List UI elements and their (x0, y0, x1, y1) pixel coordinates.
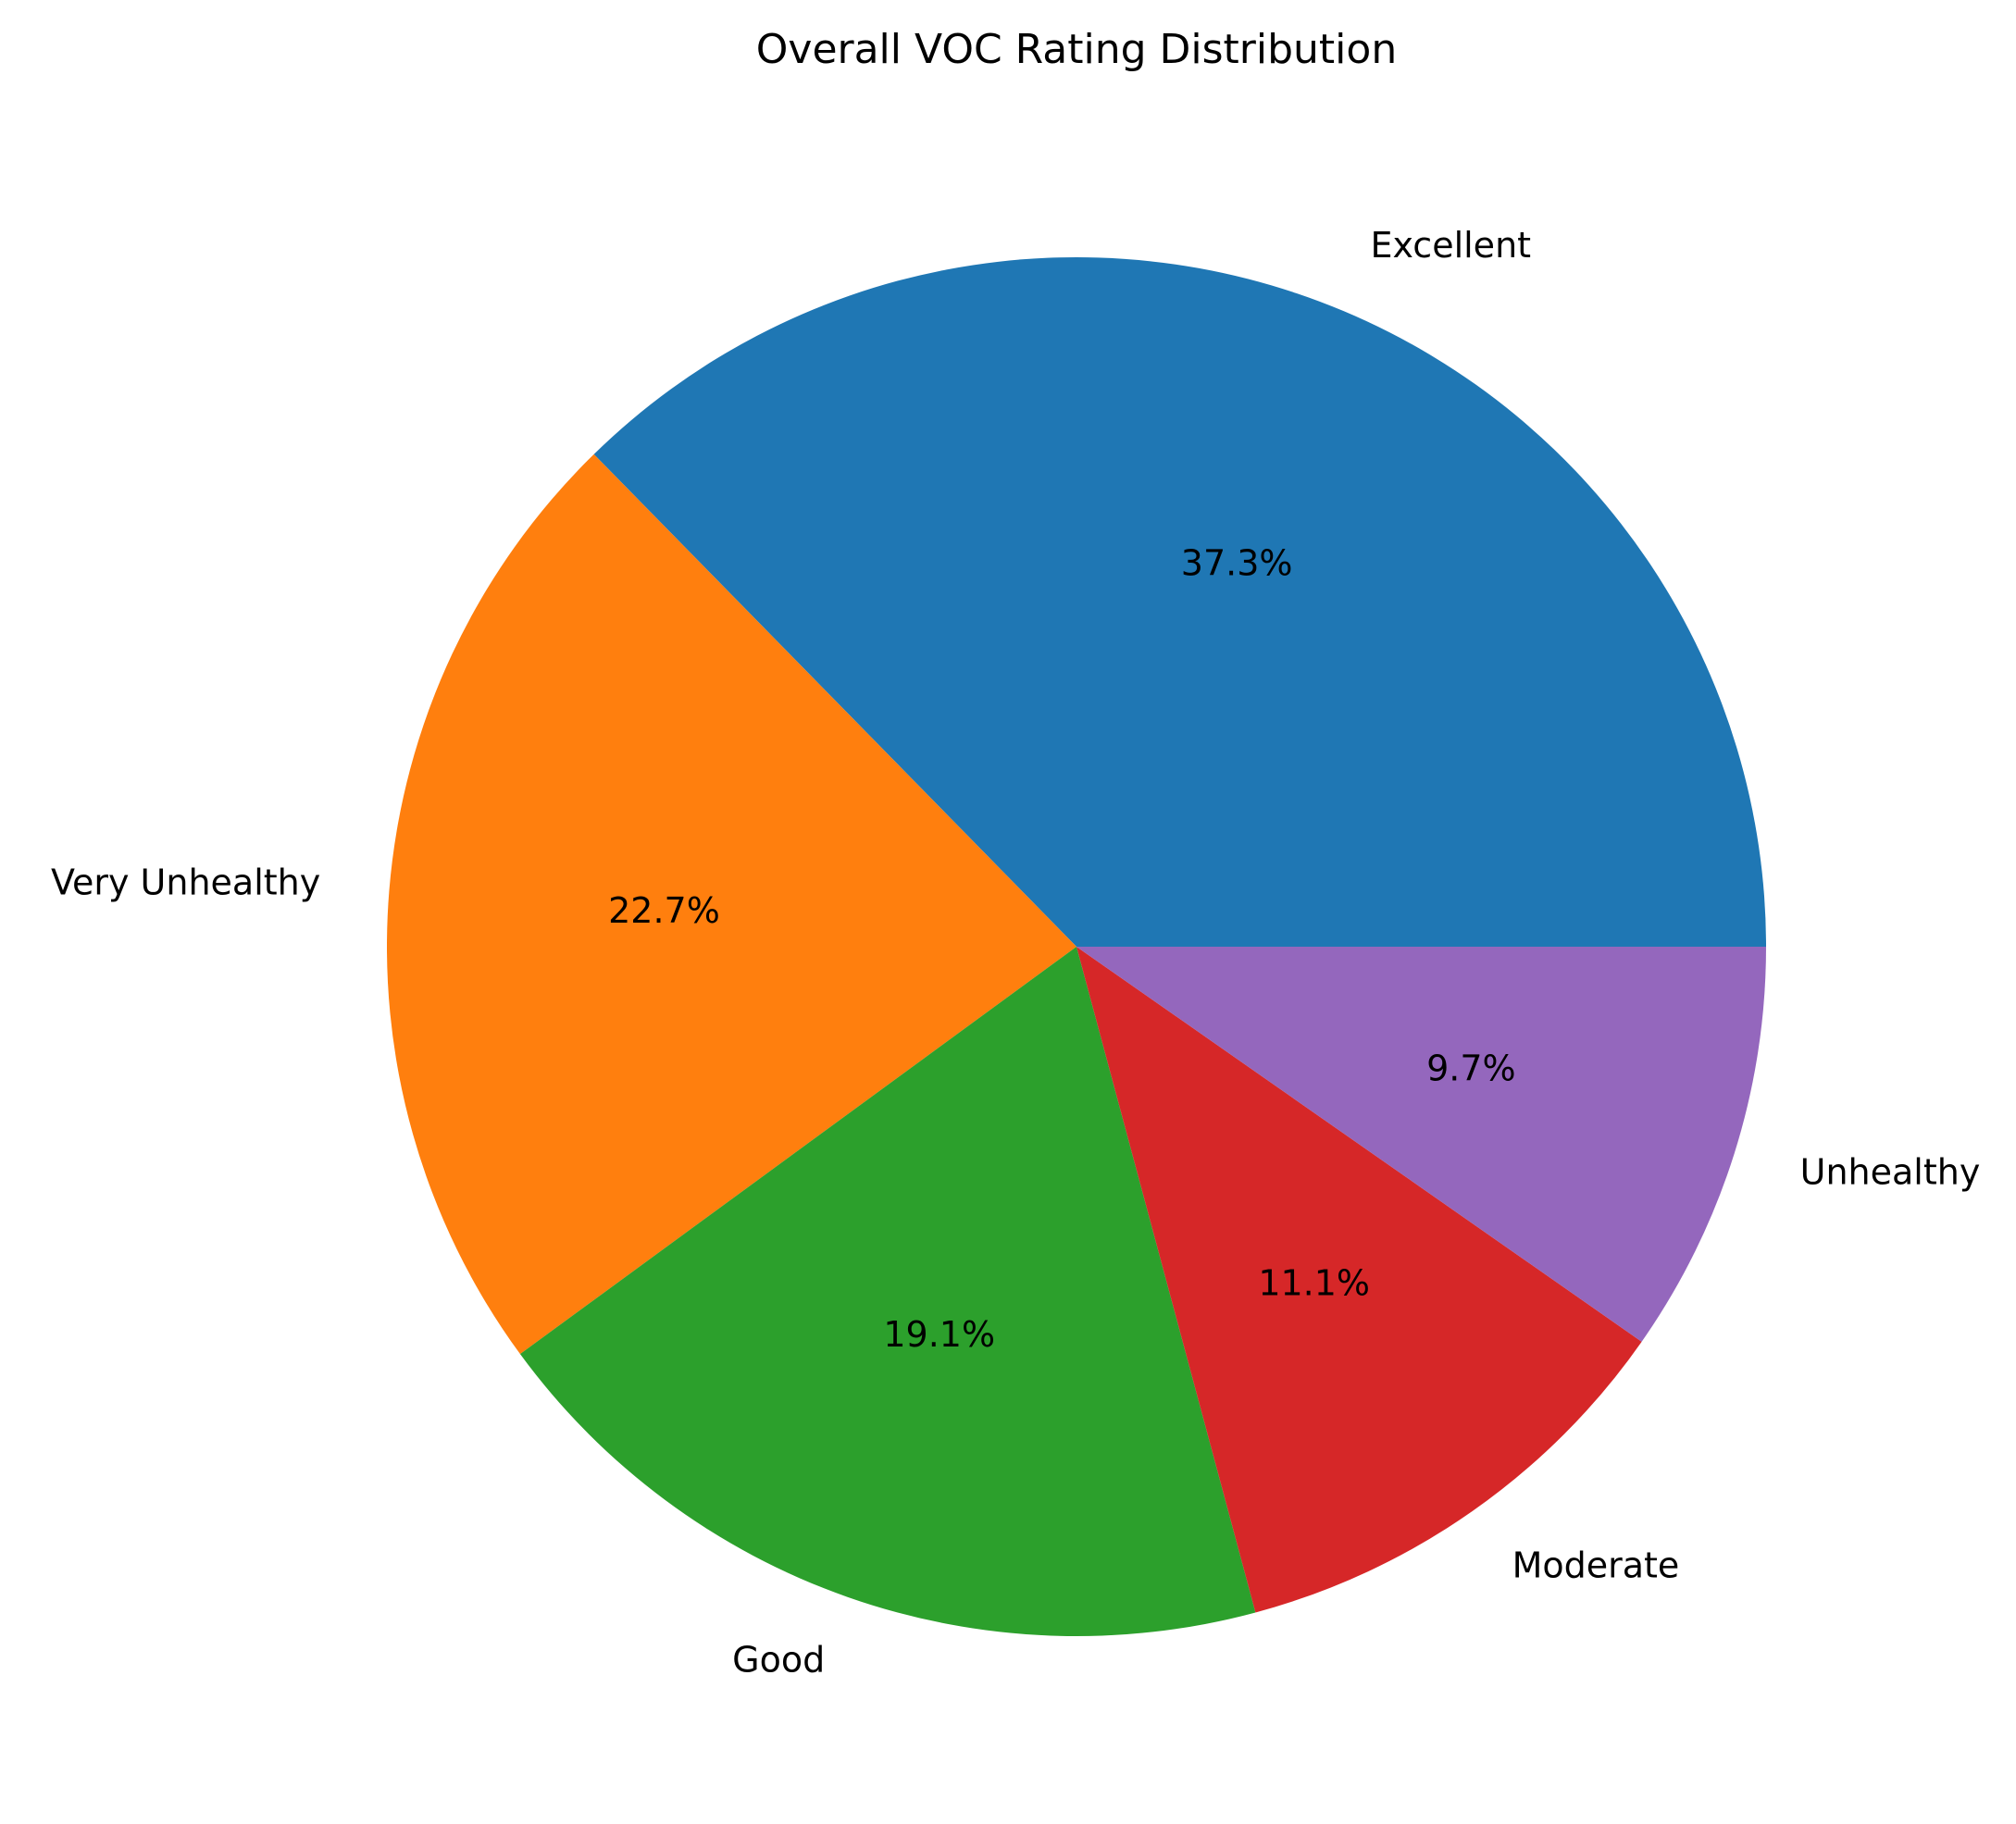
slice-pct-unhealthy: 9.7% (1426, 1048, 1516, 1089)
slice-pct-very-unhealthy: 22.7% (608, 890, 720, 931)
slice-label-good: Good (732, 1640, 825, 1681)
pie-slice-excellent (593, 257, 1766, 947)
pie-slice-unhealthy (1076, 947, 1766, 1342)
slice-label-unhealthy: Unhealthy (1800, 1152, 1981, 1193)
pie-slice-moderate (1076, 947, 1642, 1613)
slice-label-very-unhealthy: Very Unhealthy (51, 862, 320, 903)
chart-title: Overall VOC Rating Distribution (756, 26, 1397, 73)
pie-labels: Excellent 37.3% Very Unhealthy 22.7% Good 19.… (51, 225, 1980, 1681)
pie-slice-good (519, 947, 1256, 1636)
slice-pct-excellent: 37.3% (1181, 542, 1293, 583)
slice-pct-good: 19.1% (883, 1314, 995, 1355)
slice-label-moderate: Moderate (1512, 1545, 1680, 1585)
slice-pct-moderate: 11.1% (1258, 1262, 1370, 1303)
pie-slice-very-unhealthy (386, 453, 1076, 1355)
slice-label-excellent: Excellent (1370, 225, 1531, 266)
pie-slices (386, 257, 1766, 1636)
